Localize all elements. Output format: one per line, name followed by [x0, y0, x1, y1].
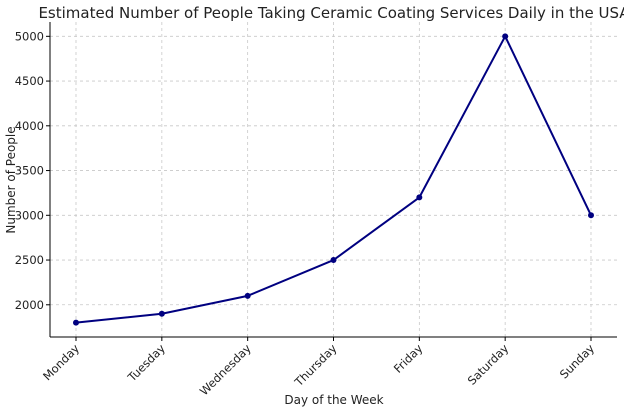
data-point-friday [416, 194, 423, 201]
data-point-thursday [330, 257, 337, 264]
x-tick-label-friday: Friday [391, 341, 426, 376]
x-tick-label-monday: Monday [40, 341, 82, 383]
data-point-monday [73, 319, 79, 326]
y-tick-label: 3500 [15, 164, 44, 178]
data-point-wednesday [244, 292, 251, 299]
x-tick-label-tuesday: Tuesday [124, 341, 168, 385]
x-tick-label-thursday: Thursday [291, 341, 340, 390]
series-layer [73, 33, 594, 326]
data-point-sunday [588, 212, 594, 219]
y-tick-label: 4500 [15, 74, 44, 88]
y-tick-label: 2500 [15, 253, 44, 267]
x-tick-label-wednesday: Wednesday [197, 341, 254, 398]
data-point-tuesday [158, 310, 165, 317]
y-tick-label: 4000 [15, 119, 44, 133]
y-tick-label: 3000 [15, 208, 44, 222]
x-tick-label-saturday: Saturday [465, 341, 512, 388]
grid-layer [50, 22, 617, 337]
chart-title: Estimated Number of People Taking Cerami… [38, 4, 624, 22]
y-axis-label: Number of People [4, 126, 18, 233]
y-tick-label: 2000 [15, 298, 44, 312]
x-axis-label: Day of the Week [284, 393, 383, 407]
data-point-saturday [502, 33, 509, 40]
y-tick-label: 5000 [15, 29, 44, 43]
axes-layer: 2000 2500 3000 3500 4000 4500 5000 Monday Tuesda… [15, 22, 617, 398]
x-tick-label-sunday: Sunday [557, 341, 597, 381]
